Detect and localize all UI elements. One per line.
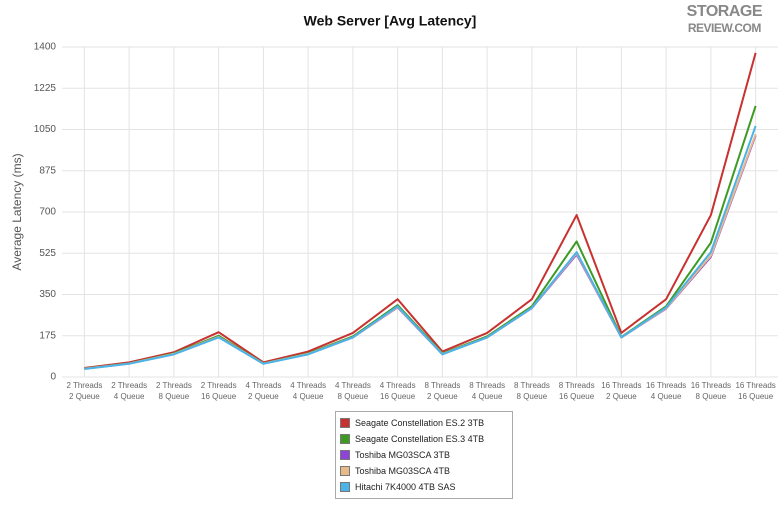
series-line bbox=[84, 125, 757, 370]
x-tick-label: 8 Threads 2 Queue bbox=[424, 381, 461, 401]
legend-swatch bbox=[340, 466, 350, 476]
x-tick-label: 16 Threads 2 Queue bbox=[601, 381, 642, 401]
legend-label: Hitachi 7K4000 4TB SAS bbox=[355, 482, 456, 492]
y-tick-label: 700 bbox=[39, 207, 56, 218]
legend-label: Seagate Constellation ES.3 4TB bbox=[355, 434, 485, 444]
x-tick-label: 4 Threads 4 Queue bbox=[290, 381, 327, 401]
x-tick-label: 8 Threads 16 Queue bbox=[558, 381, 595, 401]
x-tick-label: 16 Threads 16 Queue bbox=[735, 381, 776, 401]
y-axis-label: Average Latency (ms) bbox=[10, 153, 24, 270]
y-tick-label: 525 bbox=[39, 248, 56, 259]
logo: STORAGE REVIEW.COM bbox=[686, 3, 763, 36]
y-tick-label: 350 bbox=[39, 289, 56, 300]
y-tick-label: 875 bbox=[39, 165, 56, 176]
legend-item: Toshiba MG03SCA 4TB bbox=[340, 463, 508, 479]
y-tick-label: 175 bbox=[39, 330, 56, 341]
x-tick-label: 16 Threads 8 Queue bbox=[690, 381, 732, 401]
x-tick-label: 2 Threads 2 Queue bbox=[66, 381, 103, 401]
x-tick-label: 4 Threads 8 Queue bbox=[334, 381, 371, 401]
legend-item: Hitachi 7K4000 4TB SAS bbox=[340, 479, 508, 495]
x-tick-label: 4 Threads 16 Queue bbox=[379, 381, 416, 401]
y-tick-label: 1050 bbox=[34, 124, 57, 135]
series-line bbox=[84, 52, 757, 370]
y-tick-label: 1400 bbox=[34, 42, 57, 53]
legend-label: Seagate Constellation ES.2 3TB bbox=[355, 418, 485, 428]
legend-swatch bbox=[340, 450, 350, 460]
x-tick-label: 2 Threads 8 Queue bbox=[155, 381, 192, 401]
logo-line: STORAGE bbox=[686, 3, 763, 20]
x-tick-label: 4 Threads 2 Queue bbox=[245, 381, 282, 401]
legend-item: Seagate Constellation ES.2 3TB bbox=[340, 415, 508, 431]
x-tick-label: 2 Threads 4 Queue bbox=[111, 381, 148, 401]
legend-item: Seagate Constellation ES.3 4TB bbox=[340, 431, 508, 447]
x-tick-label: 8 Threads 4 Queue bbox=[469, 381, 506, 401]
legend-label: Toshiba MG03SCA 4TB bbox=[355, 466, 451, 476]
chart-title: Web Server [Avg Latency] bbox=[304, 13, 477, 29]
series-line bbox=[84, 133, 757, 370]
legend-label: Toshiba MG03SCA 3TB bbox=[355, 450, 451, 460]
x-tick-label: 2 Threads 16 Queue bbox=[200, 381, 237, 401]
x-tick-label: 16 Threads 4 Queue bbox=[645, 381, 687, 401]
x-tick-label: 8 Threads 8 Queue bbox=[513, 381, 550, 401]
logo-line: REVIEW.COM bbox=[687, 21, 762, 35]
legend-swatch bbox=[340, 482, 350, 492]
legend-swatch bbox=[340, 418, 350, 428]
legend-item: Toshiba MG03SCA 3TB bbox=[340, 447, 508, 463]
legend-swatch bbox=[340, 434, 350, 444]
y-tick-label: 1225 bbox=[34, 83, 57, 94]
y-tick-label: 0 bbox=[50, 372, 56, 383]
legend: Seagate Constellation ES.2 3TB Seagate Co… bbox=[335, 411, 513, 499]
